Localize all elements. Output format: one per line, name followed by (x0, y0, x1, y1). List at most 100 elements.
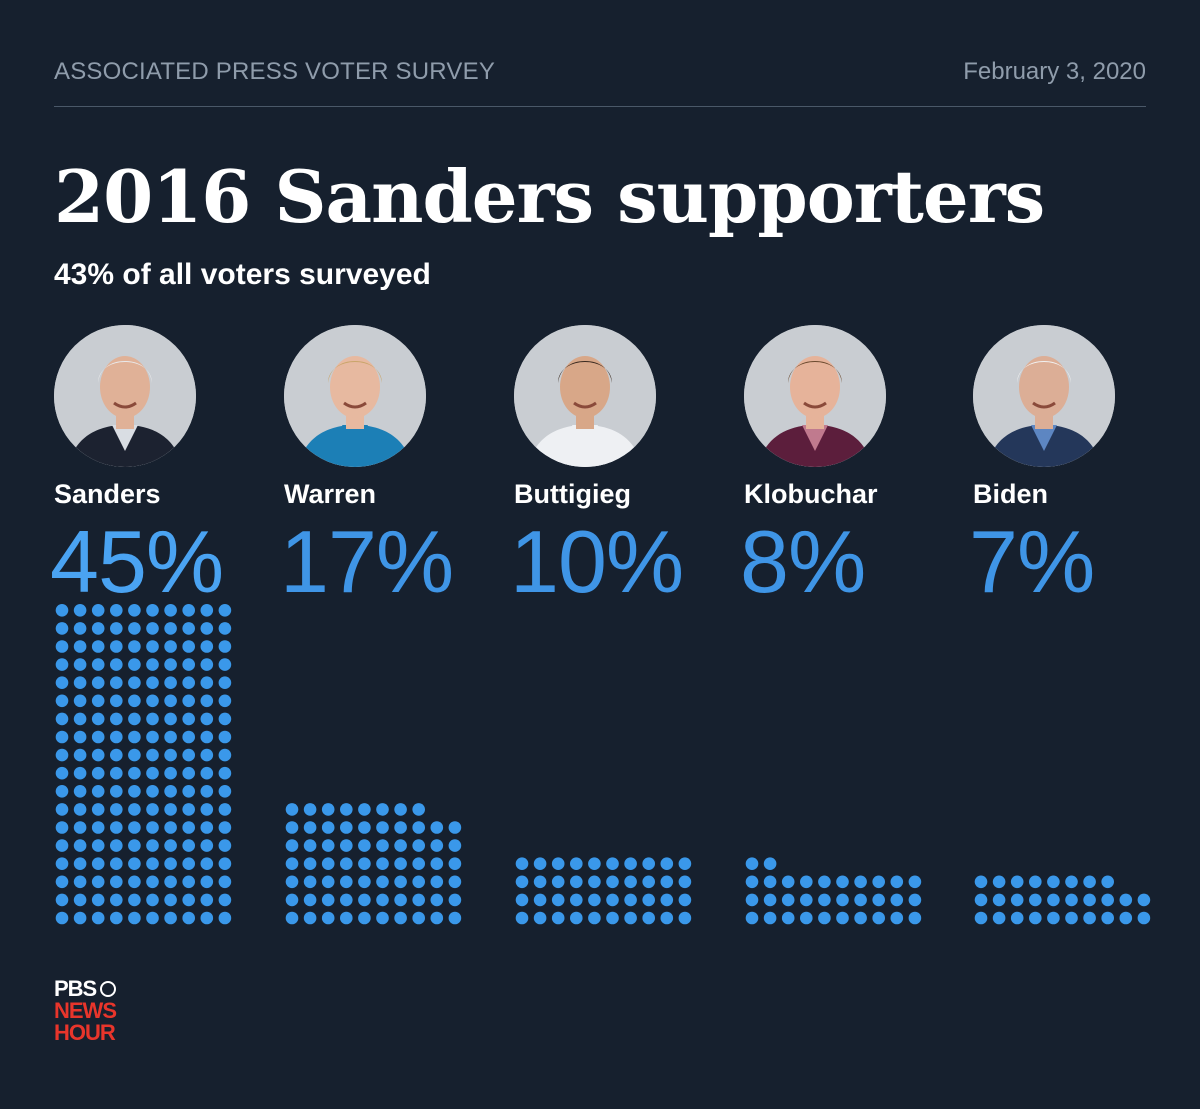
dot (110, 893, 123, 907)
dot (908, 911, 922, 925)
dot (800, 893, 813, 907)
dot (376, 857, 389, 870)
dot (781, 911, 795, 925)
dot (73, 803, 87, 816)
dot (412, 911, 426, 925)
dot (73, 730, 87, 744)
dot (303, 911, 317, 925)
dot (55, 911, 69, 925)
dot (376, 893, 389, 907)
dot (73, 676, 87, 689)
dot (200, 622, 214, 635)
dot (1065, 875, 1078, 889)
dot (164, 730, 177, 744)
dot (551, 875, 565, 889)
dot (303, 893, 317, 907)
logo-hour: HOUR (54, 1020, 116, 1045)
dot (128, 676, 141, 689)
candidate-percentage: 17% (280, 512, 454, 611)
dot (570, 911, 583, 925)
dot (974, 911, 988, 925)
dot (285, 875, 299, 889)
dot (1119, 893, 1133, 907)
dot (164, 911, 177, 925)
dot (1010, 911, 1024, 925)
dot (182, 694, 195, 708)
dot (412, 821, 426, 834)
dot (128, 857, 141, 870)
dot (110, 911, 123, 925)
dot (218, 893, 232, 907)
dot (164, 875, 177, 889)
dot (448, 857, 462, 870)
dot (412, 839, 426, 852)
dot-column-buttigieg (515, 857, 692, 925)
dot (146, 911, 159, 925)
dot (394, 857, 407, 870)
dot (91, 803, 105, 816)
dot (303, 857, 317, 870)
dot (164, 839, 177, 852)
dot (182, 785, 195, 798)
dot (340, 911, 353, 925)
dot (182, 893, 195, 907)
dot (218, 730, 232, 744)
dot (745, 893, 759, 907)
dot (55, 748, 69, 762)
dot (1137, 893, 1151, 907)
dot (55, 821, 69, 834)
dot (110, 785, 123, 798)
dot (321, 893, 335, 907)
candidate-percentage: 7% (969, 512, 1095, 611)
dot (340, 875, 353, 889)
dot (321, 839, 335, 852)
candidate-biden: Biden 7% (969, 325, 1173, 611)
dot (340, 893, 353, 907)
dot (110, 730, 123, 744)
dot (412, 893, 426, 907)
dot (73, 766, 87, 780)
dot (146, 712, 159, 726)
dot (182, 730, 195, 744)
dot (660, 875, 674, 889)
pete-buttigieg-photo (514, 325, 656, 467)
dot (182, 712, 195, 726)
dot (91, 766, 105, 780)
dot (55, 875, 69, 889)
survey-date: February 3, 2020 (963, 58, 1146, 85)
dot (376, 839, 389, 852)
dot (836, 911, 849, 925)
dot (146, 839, 159, 852)
dot (110, 857, 123, 870)
dot (515, 875, 529, 889)
amy-klobuchar-photo (744, 325, 886, 467)
dot (358, 821, 371, 834)
dot (128, 766, 141, 780)
dot (430, 821, 444, 834)
candidate-name: Buttigieg (514, 479, 631, 509)
dot (110, 694, 123, 708)
dot (146, 893, 159, 907)
dot (200, 821, 214, 834)
dot (164, 821, 177, 834)
dot (110, 839, 123, 852)
dot (745, 911, 759, 925)
dot (146, 640, 159, 653)
dot (412, 875, 426, 889)
dot (73, 911, 87, 925)
dot (55, 622, 69, 635)
candidate-name: Sanders (54, 479, 161, 509)
candidate-buttigieg: Buttigieg 10% (510, 325, 714, 611)
dot (182, 658, 195, 671)
dot (394, 821, 407, 834)
dot (164, 785, 177, 798)
dot (908, 875, 922, 889)
dot (890, 911, 904, 925)
dot (285, 893, 299, 907)
dot (321, 911, 335, 925)
dot (200, 893, 214, 907)
dot (430, 839, 444, 852)
dot (128, 640, 141, 653)
candidate-percentage: 10% (510, 512, 684, 611)
dot-column-sanders (55, 604, 232, 925)
